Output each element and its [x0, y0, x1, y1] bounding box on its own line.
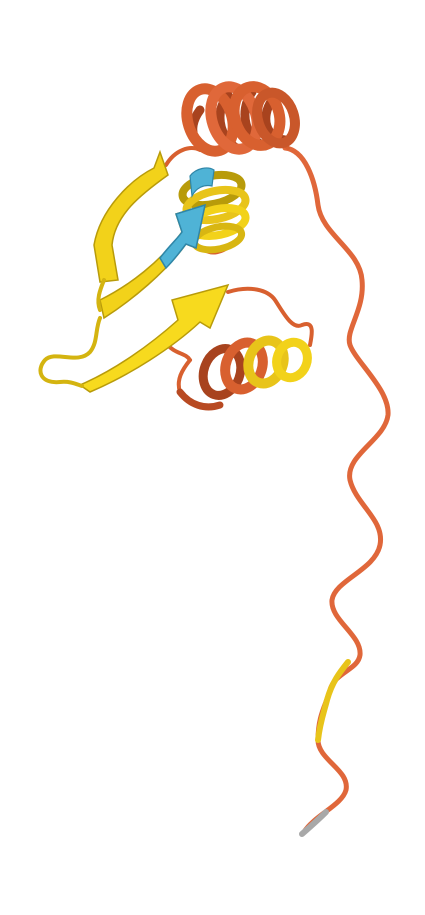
helix-turn-3 [228, 81, 286, 151]
helix-turn-4 [252, 87, 300, 149]
terminus-gray-segment [299, 809, 329, 837]
hairpin-loop-2 [96, 278, 106, 312]
small-helix-connector [176, 358, 192, 394]
beta-sheet [38, 149, 230, 393]
loop-top-left [164, 146, 202, 167]
small-helix-base [176, 388, 224, 411]
tail-yellow-segment [315, 659, 351, 743]
n-terminal-helix [181, 81, 300, 157]
hairpin-loop [38, 316, 102, 388]
c-terminal-tail [282, 145, 391, 837]
loop-right [226, 286, 314, 347]
beta-strand-3 [78, 283, 230, 393]
tail-coil [282, 145, 391, 835]
beta-strand-1 [93, 149, 169, 283]
beta-strand-2-cyan [159, 203, 206, 270]
cyan-upper-extension [189, 167, 215, 199]
small-helix [176, 335, 312, 411]
small-helix-turn-4 [272, 337, 312, 383]
